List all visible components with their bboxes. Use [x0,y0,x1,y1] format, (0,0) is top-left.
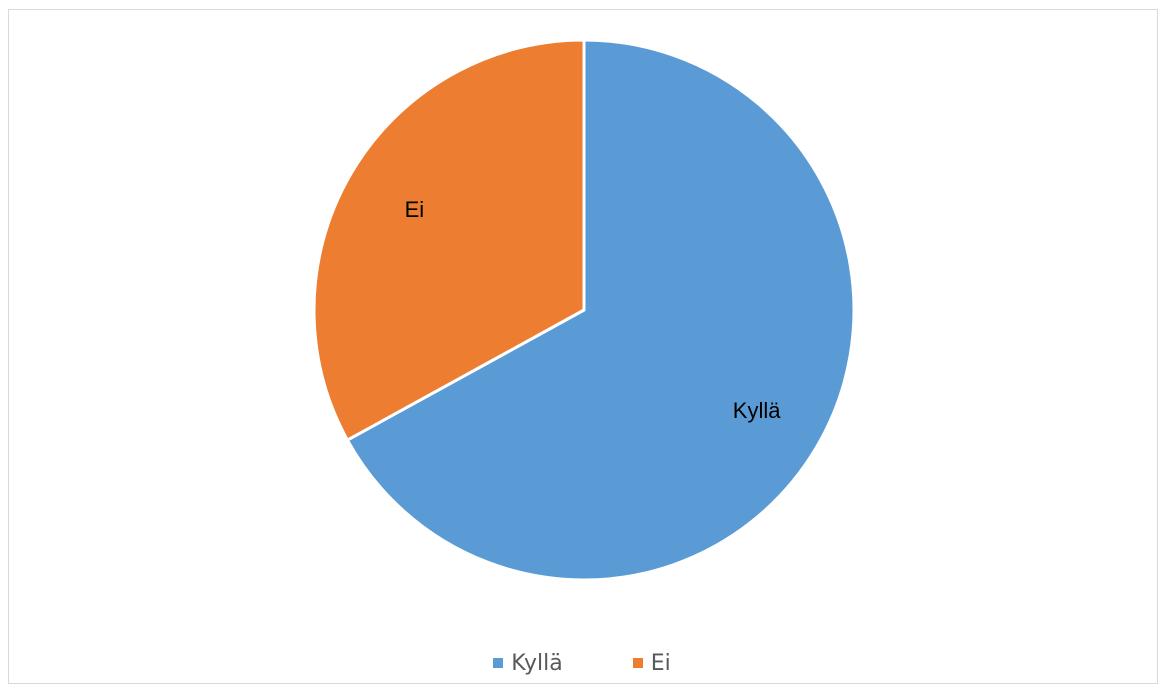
data-label-ei: Ei [405,197,425,222]
legend-label-ei: Ei [650,650,671,676]
pie-chart: Kyllä Ei [312,38,856,582]
legend-label-kylla: Kyllä [511,650,563,676]
legend-item-kylla: Kyllä [493,651,563,676]
legend-item-ei: Ei [632,650,671,676]
data-label-kylla: Kyllä [733,398,781,423]
legend-swatch-ei [632,658,643,668]
legend-swatch-kylla [493,658,504,668]
legend: Kyllä Ei [0,643,1164,683]
pie-slice-kylla [345,38,856,582]
pie-slice-ei [312,38,586,442]
pie-slices [312,38,856,582]
pie-data-labels: Kyllä Ei [405,197,782,423]
